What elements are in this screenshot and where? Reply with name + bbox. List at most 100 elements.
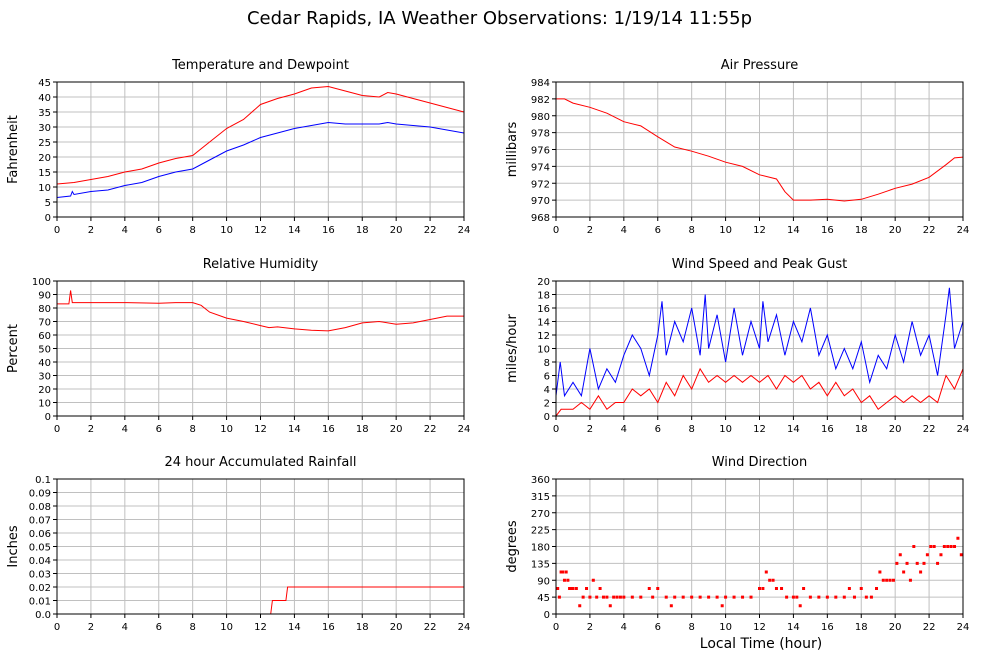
direction-ytick-label: 45 bbox=[537, 593, 550, 604]
direction-point bbox=[905, 561, 909, 565]
pressure-xtick-label: 2 bbox=[587, 225, 593, 236]
humidity-xtick-label: 0 bbox=[54, 424, 60, 435]
direction-xtick-label: 10 bbox=[719, 622, 732, 633]
direction-point bbox=[859, 587, 863, 590]
direction-point bbox=[647, 587, 651, 590]
humidity-ytick-label: 100 bbox=[32, 277, 51, 288]
direction-point bbox=[615, 595, 619, 599]
temperature-ytick-label: 20 bbox=[38, 153, 51, 164]
rainfall-xtick-label: 24 bbox=[458, 622, 471, 633]
x-axis-label: Local Time (hour) bbox=[699, 636, 823, 652]
direction-ylabel: degrees bbox=[505, 520, 520, 573]
direction-point bbox=[571, 587, 575, 590]
direction-point bbox=[798, 604, 802, 608]
direction-point bbox=[771, 578, 775, 582]
direction-point bbox=[664, 595, 668, 599]
temperature-xtick-label: 20 bbox=[390, 225, 403, 236]
rainfall-xtick-label: 6 bbox=[156, 622, 162, 633]
pressure-xtick-label: 14 bbox=[787, 225, 800, 236]
humidity-xtick-label: 14 bbox=[288, 424, 301, 435]
direction-point bbox=[595, 595, 599, 599]
pressure-xtick-label: 22 bbox=[923, 225, 936, 236]
wind-xtick-label: 14 bbox=[787, 424, 800, 435]
direction-point bbox=[885, 578, 889, 582]
pressure-ytick-label: 968 bbox=[531, 213, 550, 224]
direction-point bbox=[919, 570, 923, 574]
direction-point bbox=[568, 587, 572, 590]
direction-point bbox=[656, 587, 660, 590]
wind-ytick-label: 8 bbox=[544, 358, 550, 369]
pressure-xtick-label: 12 bbox=[753, 225, 766, 236]
rainfall-xtick-label: 16 bbox=[322, 622, 335, 633]
direction-series-0 bbox=[556, 536, 963, 608]
direction-ytick-label: 270 bbox=[531, 509, 550, 520]
pressure-xtick-label: 0 bbox=[553, 225, 559, 236]
direction-point bbox=[578, 604, 582, 608]
direction-point bbox=[618, 595, 622, 599]
temperature-xtick-label: 0 bbox=[54, 225, 60, 236]
direction-ytick-label: 315 bbox=[531, 492, 550, 503]
direction-point bbox=[912, 545, 916, 548]
direction-xtick-label: 12 bbox=[753, 622, 766, 633]
pressure-chart: Air Pressure millibars 968 970 972 974 976 978 9… bbox=[505, 58, 969, 236]
direction-xtick-label: 18 bbox=[855, 622, 868, 633]
direction-point bbox=[791, 595, 795, 599]
direction-frame bbox=[555, 478, 964, 615]
rainfall-ytick-label: 0.0 bbox=[35, 610, 51, 621]
humidity-ytick-label: 30 bbox=[38, 372, 51, 383]
temperature-series-1 bbox=[57, 121, 464, 198]
direction-point bbox=[581, 595, 585, 599]
direction-xtick-label: 6 bbox=[655, 622, 661, 633]
direction-point bbox=[915, 561, 919, 565]
temperature-xtick-label: 2 bbox=[88, 225, 94, 236]
direction-point bbox=[768, 578, 772, 582]
temperature-ytick-label: 45 bbox=[38, 78, 51, 89]
humidity-xtick-label: 8 bbox=[189, 424, 195, 435]
direction-xtick-label: 2 bbox=[587, 622, 593, 633]
rainfall-ytick-label: 0.1 bbox=[35, 475, 51, 486]
pressure-series-0 bbox=[556, 98, 963, 202]
temperature-ytick-label: 40 bbox=[38, 93, 51, 104]
wind-xtick-label: 22 bbox=[923, 424, 936, 435]
wind-xtick-label: 10 bbox=[719, 424, 732, 435]
pressure-ytick-label: 970 bbox=[531, 196, 550, 207]
rainfall-series-0 bbox=[57, 586, 464, 614]
direction-point bbox=[825, 595, 829, 599]
humidity-ytick-label: 40 bbox=[38, 358, 51, 369]
direction-point bbox=[946, 545, 950, 548]
temperature-xtick-label: 14 bbox=[288, 225, 301, 236]
direction-point bbox=[902, 570, 906, 574]
pressure-ytick-label: 984 bbox=[531, 78, 550, 89]
direction-point bbox=[673, 595, 677, 599]
direction-point bbox=[808, 595, 812, 599]
direction-point bbox=[834, 595, 838, 599]
temperature-ytick-label: 0 bbox=[45, 213, 51, 224]
humidity-xtick-label: 4 bbox=[122, 424, 128, 435]
wind-ytick-label: 14 bbox=[537, 318, 550, 329]
direction-point bbox=[761, 587, 765, 590]
humidity-ytick-label: 50 bbox=[38, 345, 51, 356]
direction-ytick-label: 90 bbox=[537, 576, 550, 587]
temperature-ytick-label: 5 bbox=[45, 198, 51, 209]
wind-xtick-label: 2 bbox=[587, 424, 593, 435]
direction-point bbox=[622, 595, 626, 599]
direction-point bbox=[690, 595, 694, 599]
pressure-ytick-label: 980 bbox=[531, 112, 550, 123]
temperature-xtick-label: 4 bbox=[122, 225, 128, 236]
direction-point bbox=[556, 587, 560, 590]
direction-point bbox=[925, 553, 929, 557]
wind-xtick-label: 20 bbox=[889, 424, 902, 435]
temperature-xtick-label: 24 bbox=[458, 225, 471, 236]
rainfall-ytick-label: 0.03 bbox=[29, 570, 51, 581]
direction-point bbox=[574, 587, 578, 590]
wind-title: Wind Speed and Peak Gust bbox=[672, 257, 847, 272]
rainfall-xtick-label: 10 bbox=[220, 622, 233, 633]
direction-point bbox=[698, 595, 702, 599]
direction-point bbox=[949, 545, 953, 548]
humidity-ytick-label: 70 bbox=[38, 318, 51, 329]
humidity-xtick-label: 16 bbox=[322, 424, 335, 435]
rainfall-xtick-label: 14 bbox=[288, 622, 301, 633]
direction-point bbox=[864, 595, 868, 599]
wind-ytick-label: 12 bbox=[537, 331, 550, 342]
